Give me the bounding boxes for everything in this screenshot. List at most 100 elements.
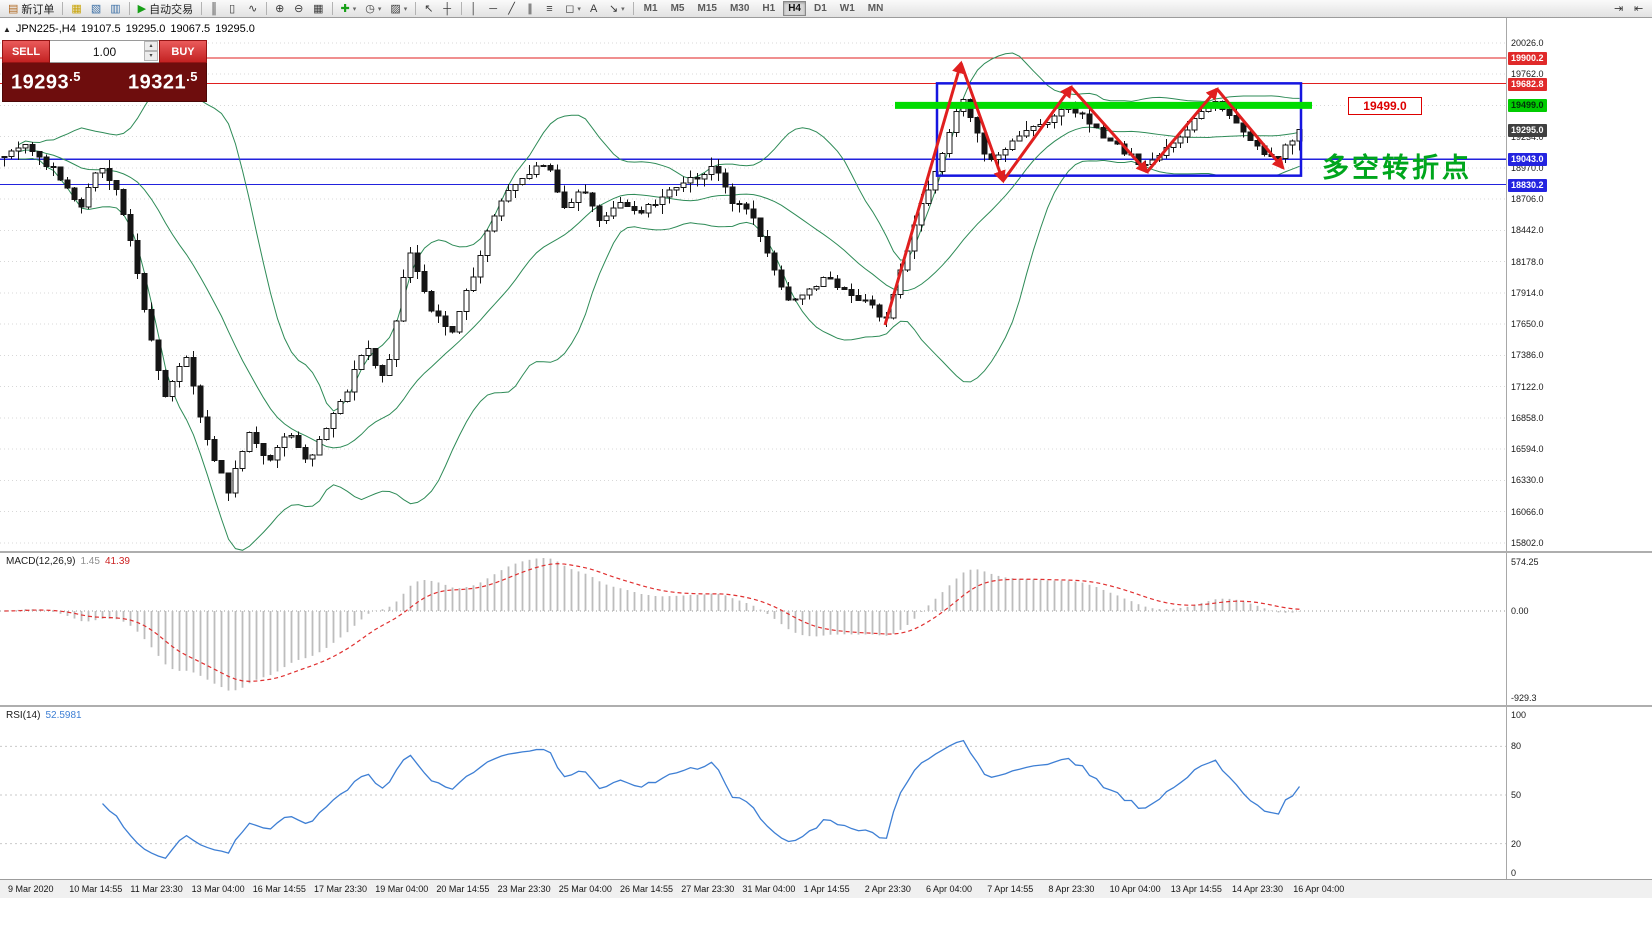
horizontal-line-button[interactable]: ─ [485, 1, 503, 17]
candle [414, 244, 421, 279]
candle [694, 173, 701, 187]
zoom-in-button[interactable]: ⊕ [271, 1, 289, 17]
trend-arrow[interactable] [883, 60, 965, 326]
candle [120, 188, 127, 216]
price-gridlines [0, 42, 1506, 544]
terminal-button[interactable]: ▥ [106, 1, 124, 17]
price-level-label[interactable]: 19499.0 [1348, 97, 1422, 115]
market-watch-icon: ▦ [71, 2, 82, 15]
candle [155, 339, 162, 380]
time-axis[interactable]: 9 Mar 2020 10 Mar 14:55 11 Mar 23:30 13 Mar… [0, 879, 1652, 898]
tile-windows-icon: ▦ [313, 2, 324, 15]
rsi-axis-label: 20 [1511, 838, 1522, 849]
bar-chart-button[interactable]: ║ [206, 1, 224, 17]
line-chart-button[interactable]: ∿ [244, 1, 262, 17]
candle [932, 171, 939, 194]
chart-autoscroll-button[interactable]: ⇥ [1610, 1, 1628, 17]
candle [631, 200, 638, 215]
candlestick-chart-button[interactable]: ▯ [225, 1, 243, 17]
candle [806, 287, 813, 300]
candle [785, 282, 792, 302]
trendline-icon: ╱ [508, 2, 515, 15]
buy-button[interactable]: BUY [159, 40, 207, 63]
trend-arrow[interactable] [1215, 88, 1285, 170]
cursor-button[interactable]: ↖ [420, 1, 438, 17]
candle [764, 229, 771, 258]
fibonacci-button[interactable]: ≡ [542, 1, 560, 17]
candle [428, 290, 435, 313]
time-axis-label: 14 Apr 23:30 [1232, 884, 1284, 894]
volume-decrease-button[interactable]: ▾ [144, 51, 158, 61]
annotation-text[interactable]: 多空转折点 [1322, 153, 1472, 184]
timeframe-m30-button[interactable]: M30 [725, 1, 754, 16]
price-axis-label: 15802.0 [1511, 537, 1544, 548]
chart-shift-button[interactable]: ⇤ [1630, 1, 1648, 17]
candle [547, 163, 554, 173]
candle [141, 272, 148, 313]
zoom-in-icon: ⊕ [275, 2, 285, 15]
candle [617, 196, 624, 209]
chart-ohlc-info: ▲ JPN225-,H4 19107.5 19295.0 19067.5 19295.0 [3, 23, 260, 35]
candle [323, 427, 330, 441]
timeframe-d1-button[interactable]: D1 [809, 1, 832, 16]
toolbar-separator [62, 2, 64, 15]
timeframe-m1-button[interactable]: M1 [639, 1, 663, 16]
candle [673, 186, 680, 197]
candle [820, 276, 827, 287]
timeframe-m15-button[interactable]: M15 [692, 1, 721, 16]
period-button[interactable]: ◷ ▾ [361, 1, 385, 17]
template-button[interactable]: ▨ ▾ [386, 1, 411, 17]
volume-value[interactable]: 1.00 [92, 44, 117, 59]
candle [1009, 138, 1016, 151]
channel-button[interactable]: ∥ [523, 1, 541, 17]
one-click-trading-panel: SELL 1.00 ▴ ▾ BUY 19293.5 19321.5 [2, 40, 207, 102]
autotrading-button[interactable]: ▶ 自动交易 [134, 1, 197, 17]
new-chart-button[interactable]: ✚ ▾ [337, 1, 361, 17]
candle [1023, 121, 1030, 139]
vertical-line-button[interactable]: │ [466, 1, 484, 17]
arrows-button[interactable]: ↘ ▾ [605, 1, 629, 17]
panel-separator[interactable] [0, 705, 1652, 707]
timeframe-mn-button[interactable]: MN [863, 1, 889, 16]
candle [582, 184, 589, 194]
sell-button[interactable]: SELL [2, 40, 50, 63]
toolbar-right-group: ⇥ ⇤ [1610, 1, 1648, 17]
candle [456, 311, 463, 335]
price-axis[interactable]: 20026.019762.019498.019234.018970.018706… [1506, 18, 1652, 879]
toolbar-separator [461, 2, 463, 15]
trend-arrow[interactable] [1145, 87, 1219, 173]
text-button[interactable]: A [586, 1, 604, 17]
timeframe-h1-button[interactable]: H1 [757, 1, 780, 16]
template-icon: ▨ [390, 2, 401, 15]
candle [442, 310, 449, 336]
time-axis-label: 8 Apr 23:30 [1048, 884, 1095, 894]
consolidation-box[interactable] [935, 82, 1303, 177]
panel-separator[interactable] [0, 551, 1652, 553]
timeframe-m5-button[interactable]: M5 [666, 1, 690, 16]
collapse-arrow-icon[interactable]: ▲ [3, 25, 11, 34]
zoom-out-button[interactable]: ⊖ [290, 1, 308, 17]
candle [526, 164, 533, 180]
trend-arrow[interactable] [1069, 86, 1149, 174]
trend-arrow[interactable] [1001, 84, 1073, 182]
candle [43, 154, 50, 170]
volume-increase-button[interactable]: ▴ [144, 41, 158, 51]
drawing-objects[interactable] [883, 60, 1312, 326]
timeframe-w1-button[interactable]: W1 [835, 1, 860, 16]
volume-field[interactable]: 1.00 ▴ ▾ [50, 40, 159, 63]
trendline-button[interactable]: ╱ [504, 1, 522, 17]
candle [190, 351, 197, 395]
crosshair-button[interactable]: ┼ [439, 1, 457, 17]
market-watch-button[interactable]: ▦ [67, 1, 85, 17]
new-order-button[interactable]: ▤ 新订单 [4, 1, 58, 17]
shapes-button[interactable]: ◻ ▾ [561, 1, 585, 17]
trend-arrow[interactable] [959, 62, 1006, 184]
candle [36, 151, 43, 165]
tile-windows-button[interactable]: ▦ [309, 1, 327, 17]
navigator-button[interactable]: ▧ [87, 1, 105, 17]
rsi-panel [0, 739, 1506, 860]
timeframe-h4-button[interactable]: H4 [783, 1, 806, 16]
candle [85, 183, 92, 209]
